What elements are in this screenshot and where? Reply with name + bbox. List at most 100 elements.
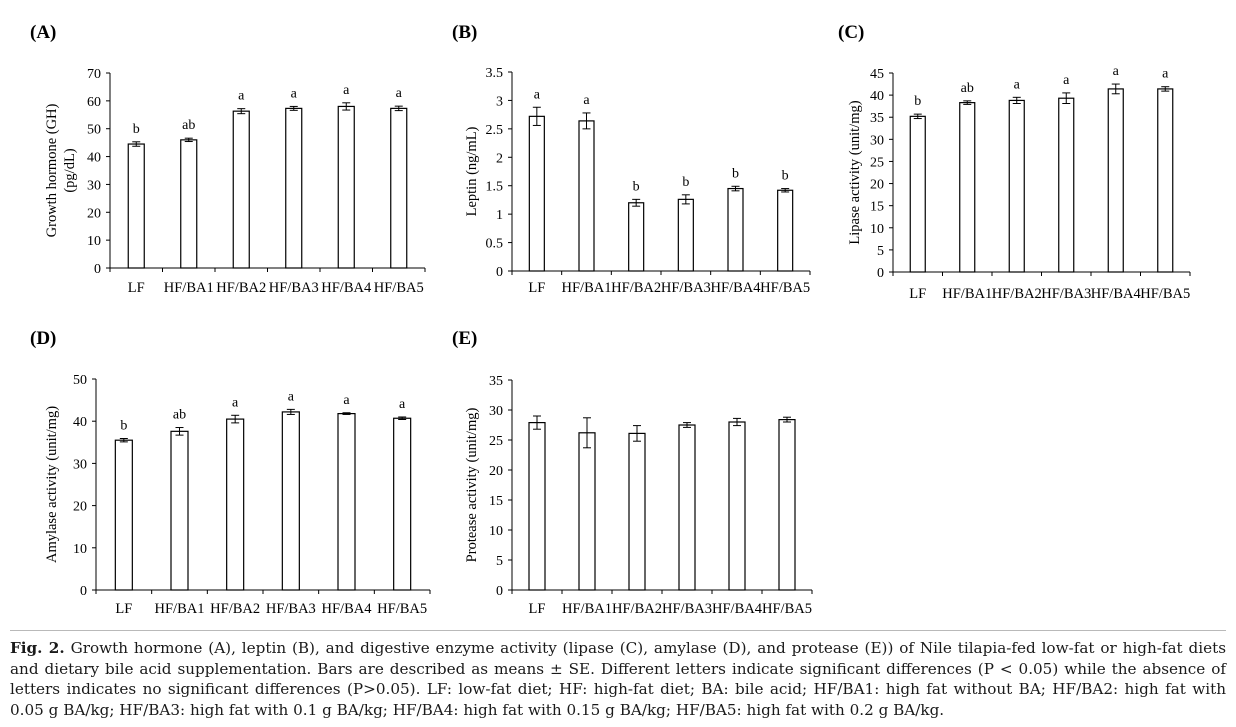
- y-tick-label: 30: [73, 457, 87, 472]
- bar: [114, 439, 133, 591]
- y-tick-label: 5: [496, 554, 503, 569]
- y-tick-label: 20: [870, 178, 884, 193]
- bar: [285, 107, 303, 269]
- y-tick-label: 30: [87, 178, 101, 193]
- significance-letter: a: [534, 87, 541, 102]
- bar: [127, 143, 145, 269]
- y-axis-label: Protease activity (unit/mg): [464, 408, 480, 563]
- significance-letter: b: [120, 419, 127, 434]
- x-tick-label: HF/BA3: [661, 280, 711, 296]
- y-tick-label: 70: [87, 67, 101, 82]
- x-tick-label: HF/BA1: [164, 280, 214, 296]
- y-tick-label: 50: [87, 123, 101, 138]
- bar: [578, 432, 596, 591]
- y-tick-label: 10: [87, 234, 101, 249]
- bar: [337, 413, 356, 591]
- y-tick-label: 3.5: [486, 66, 504, 81]
- significance-letter: a: [291, 86, 298, 101]
- bar: [678, 424, 696, 591]
- x-tick-label: LF: [115, 601, 132, 617]
- y-axis-label: Lipase activity (unit/mg): [847, 100, 863, 244]
- y-tick-label: 30: [870, 133, 884, 148]
- x-tick-label: HF/BA5: [760, 280, 810, 296]
- bar: [226, 418, 245, 591]
- panel-label: (E): [452, 328, 477, 349]
- bar: [1157, 88, 1174, 273]
- panel-label: (A): [30, 22, 56, 43]
- y-axis-label: Leptin (ng/mL): [464, 126, 480, 216]
- significance-letter: b: [914, 94, 921, 109]
- significance-letter: b: [682, 175, 689, 190]
- significance-letter: a: [1162, 67, 1169, 82]
- panel-label: (C): [838, 22, 864, 43]
- x-tick-label: LF: [529, 601, 546, 617]
- bar: [677, 198, 694, 272]
- x-tick-label: HF/BA5: [1140, 286, 1190, 302]
- bar: [777, 189, 794, 272]
- y-tick-label: 1.5: [486, 180, 504, 195]
- y-tick-label: 0.5: [486, 237, 504, 252]
- panel-label: (D): [30, 328, 56, 349]
- panel-label: (B): [452, 22, 477, 43]
- significance-letter: ab: [173, 408, 186, 423]
- y-tick-label: 0: [80, 584, 87, 599]
- y-tick-label: 20: [73, 500, 87, 515]
- bar: [1107, 88, 1124, 273]
- y-tick-label: 3: [496, 94, 503, 109]
- x-tick-label: HF/BA4: [712, 601, 763, 617]
- y-tick-label: 10: [870, 222, 884, 237]
- y-tick-label: 25: [489, 434, 503, 449]
- bar: [281, 411, 300, 591]
- bar: [232, 110, 250, 269]
- significance-letter: ab: [182, 118, 195, 133]
- bar: [180, 139, 198, 269]
- y-tick-label: 30: [489, 404, 503, 419]
- y-tick-label: 10: [489, 524, 503, 539]
- bar: [959, 102, 976, 273]
- y-tick-label: 0: [877, 266, 884, 281]
- x-tick-label: HF/BA5: [374, 280, 424, 296]
- x-tick-label: HF/BA1: [562, 601, 612, 617]
- y-tick-label: 0: [94, 262, 101, 277]
- y-tick-label: 20: [489, 464, 503, 479]
- y-tick-label: 15: [489, 494, 503, 509]
- bar: [337, 105, 355, 269]
- bar: [390, 107, 408, 269]
- y-tick-label: 35: [870, 111, 884, 126]
- significance-letter: a: [1014, 77, 1021, 92]
- x-tick-label: HF/BA5: [762, 601, 812, 617]
- y-tick-label: 60: [87, 95, 101, 110]
- y-tick-label: 40: [73, 415, 87, 430]
- x-tick-label: HF/BA5: [377, 601, 427, 617]
- x-tick-label: HF/BA4: [1091, 286, 1142, 302]
- x-tick-label: LF: [528, 280, 545, 296]
- x-tick-label: HF/BA2: [210, 601, 260, 617]
- y-tick-label: 50: [73, 373, 87, 388]
- significance-letter: a: [399, 397, 406, 412]
- significance-letter: ab: [961, 81, 974, 96]
- significance-letter: a: [343, 83, 350, 98]
- bar: [727, 187, 744, 272]
- bar: [728, 421, 746, 591]
- chart-panel-2: (B) 0 0.5 1 1.5 2 2.5 3 3.5 a LF a HF/BA1 b HF/BA2 b HF/…: [452, 22, 811, 296]
- y-tick-label: 2.5: [486, 123, 504, 138]
- y-tick-label: 10: [73, 542, 87, 557]
- y-tick-label: 0: [496, 584, 503, 599]
- bar: [170, 430, 189, 591]
- bar: [778, 419, 796, 591]
- significance-letter: a: [343, 393, 350, 408]
- bar: [909, 115, 926, 273]
- significance-letter: a: [1063, 73, 1070, 88]
- y-tick-label: 35: [489, 374, 503, 389]
- bar: [578, 120, 595, 272]
- figure-canvas: (A)010203040506070bLFabHF/BA1aHF/BA2aHF/…: [30, 22, 1191, 617]
- x-tick-label: HF/BA2: [612, 601, 662, 617]
- chart-panel-4: (D) 0 10 20 30 40 50 b LF ab HF/BA1 a HF/BA2 a HF/BA3 a…: [30, 328, 431, 617]
- y-tick-label: 5: [877, 244, 884, 259]
- bar: [1058, 97, 1075, 273]
- y-tick-label: 25: [870, 155, 884, 170]
- x-tick-label: HF/BA2: [216, 280, 266, 296]
- x-tick-label: HF/BA2: [611, 280, 661, 296]
- y-tick-label: 0: [496, 265, 503, 280]
